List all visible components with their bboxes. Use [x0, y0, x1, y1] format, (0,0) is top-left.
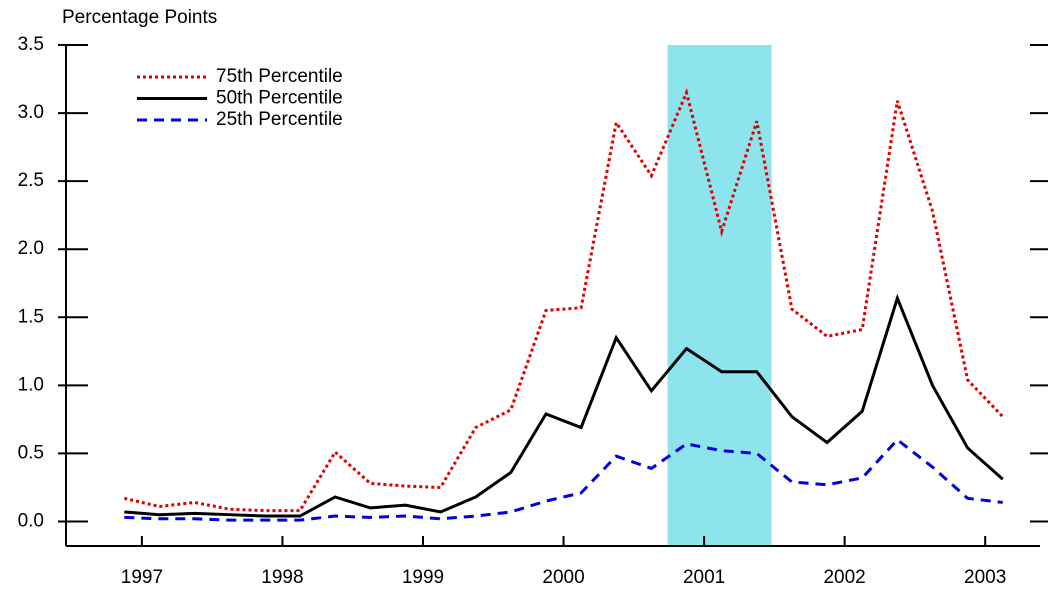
y-tick-label: 3.0 — [18, 102, 44, 123]
y-tick-label: 2.0 — [18, 238, 44, 259]
series-line — [124, 437, 1003, 522]
x-tick-label: 2001 — [683, 567, 725, 588]
x-tick-label: 1997 — [121, 567, 163, 588]
shaded-region — [667, 45, 772, 546]
legend-label: 75th Percentile — [216, 66, 343, 87]
legend-label: 25th Percentile — [216, 109, 343, 130]
y-tick-label: 1.0 — [18, 374, 44, 395]
y-tick-label: 2.5 — [18, 170, 44, 191]
series-line — [124, 293, 1004, 518]
x-tick-label: 1999 — [402, 567, 444, 588]
y-tick-label: 1.5 — [18, 306, 44, 327]
y-tick-label: 0.5 — [18, 442, 44, 463]
x-tick-label: 2000 — [542, 567, 584, 588]
legend-label: 50th Percentile — [216, 88, 343, 109]
y-tick-label: 0.0 — [18, 511, 44, 532]
x-tick-label: 2002 — [823, 567, 865, 588]
x-tick-label: 1998 — [261, 567, 303, 588]
y-tick-label: 3.5 — [18, 34, 44, 55]
series-line — [123, 87, 1004, 513]
y-axis-title: Percentage Points — [62, 7, 217, 28]
x-tick-label: 2003 — [964, 567, 1006, 588]
